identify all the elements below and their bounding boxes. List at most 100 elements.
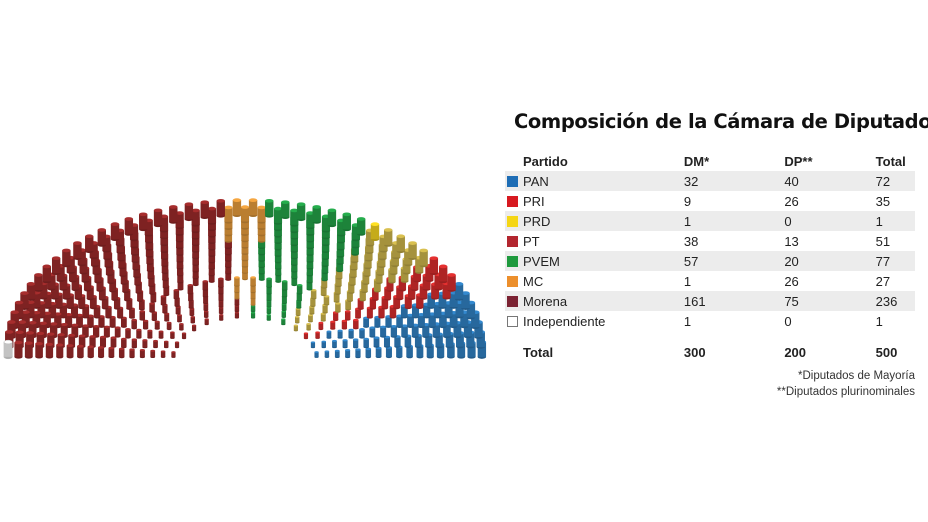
seat <box>306 323 311 331</box>
dp-value: 26 <box>784 273 799 289</box>
seat <box>401 324 408 338</box>
chart-title: Composición de la Cámara de Diputados <box>514 110 928 133</box>
seat <box>363 337 369 349</box>
dp-value: 13 <box>784 233 799 249</box>
seat <box>380 325 387 338</box>
seat <box>35 342 43 359</box>
seat <box>191 208 200 227</box>
seat <box>281 280 288 291</box>
dp-value: 20 <box>784 251 876 271</box>
seat <box>202 280 209 291</box>
seat <box>131 338 137 349</box>
seat <box>62 248 71 268</box>
table-total-row: Total 300 200 500 <box>505 331 915 369</box>
seat <box>296 202 306 222</box>
seat <box>42 264 52 284</box>
dp-value: 26 <box>784 193 799 209</box>
seat <box>429 256 439 276</box>
seat <box>216 198 225 218</box>
seat <box>335 302 341 313</box>
seat <box>294 315 300 324</box>
seat <box>169 205 178 224</box>
party-swatch <box>507 175 518 187</box>
seat <box>166 321 172 331</box>
party-name: Morena <box>523 293 568 309</box>
seat <box>154 320 160 330</box>
seat <box>396 234 405 254</box>
table-row: PAN 32 40 72 <box>505 171 915 191</box>
seat <box>24 341 33 359</box>
seat <box>153 339 158 349</box>
seat <box>310 341 316 349</box>
seat <box>219 313 224 321</box>
seat <box>99 335 107 348</box>
seat <box>14 340 23 359</box>
total-dp: 200 <box>784 344 807 360</box>
composition-table: Partido DM* DP** Total PAN 32 40 72 PRI … <box>505 151 915 369</box>
header-dm: DM* <box>683 153 710 169</box>
seat <box>142 319 149 330</box>
seat <box>266 277 272 289</box>
seat <box>177 314 182 323</box>
seat <box>73 241 82 260</box>
seat <box>170 331 175 339</box>
dm-value: 1 <box>683 273 692 289</box>
seat <box>190 315 196 324</box>
seat <box>164 340 169 349</box>
seat <box>318 321 324 331</box>
table-row: MC 1 26 27 <box>505 271 915 291</box>
seat <box>26 282 36 301</box>
seat <box>142 339 148 349</box>
seat <box>160 350 166 358</box>
seat <box>3 339 13 360</box>
seat <box>342 339 348 349</box>
footnote-dm: *Diputados de Mayoría <box>798 370 915 382</box>
seat <box>408 241 417 260</box>
seat <box>419 248 428 268</box>
table-row: Morena 161 75 236 <box>505 291 915 311</box>
party-swatch <box>507 315 518 327</box>
seat <box>153 208 163 228</box>
seat <box>181 332 187 340</box>
party-name: PVEM <box>523 253 560 269</box>
party-name: PT <box>523 233 540 249</box>
seat <box>375 346 382 359</box>
seat <box>45 342 54 359</box>
total-label: Total <box>523 344 554 360</box>
seat <box>461 291 470 310</box>
seat <box>324 350 330 358</box>
seat <box>310 288 317 300</box>
total-value: 27 <box>875 273 891 289</box>
seat <box>332 339 337 349</box>
seat <box>341 319 348 330</box>
seat <box>385 346 392 359</box>
seat <box>234 276 240 287</box>
seat <box>149 302 155 313</box>
seat <box>114 326 121 338</box>
seat <box>160 295 167 306</box>
seat <box>369 326 376 338</box>
footnotes: *Diputados de Mayoría **Diputados plurin… <box>720 368 915 400</box>
seat <box>204 318 209 326</box>
seat <box>158 330 164 339</box>
seat <box>266 313 271 321</box>
seat <box>151 311 157 322</box>
seat <box>240 205 250 224</box>
table-row: PRD 1 0 1 <box>505 211 915 231</box>
party-swatch <box>507 235 518 247</box>
seat <box>454 282 464 301</box>
dp-value: 0 <box>784 313 792 329</box>
seat <box>356 217 366 236</box>
seat <box>345 349 351 359</box>
table-row: PT 38 13 51 <box>505 231 915 251</box>
seat <box>150 349 156 359</box>
seat <box>296 283 303 295</box>
seat <box>179 323 184 331</box>
seat <box>147 329 153 339</box>
seat <box>321 340 326 349</box>
seat <box>281 318 286 326</box>
seat <box>173 288 180 300</box>
seat <box>281 310 287 318</box>
seat <box>139 310 146 321</box>
seat <box>320 312 326 322</box>
